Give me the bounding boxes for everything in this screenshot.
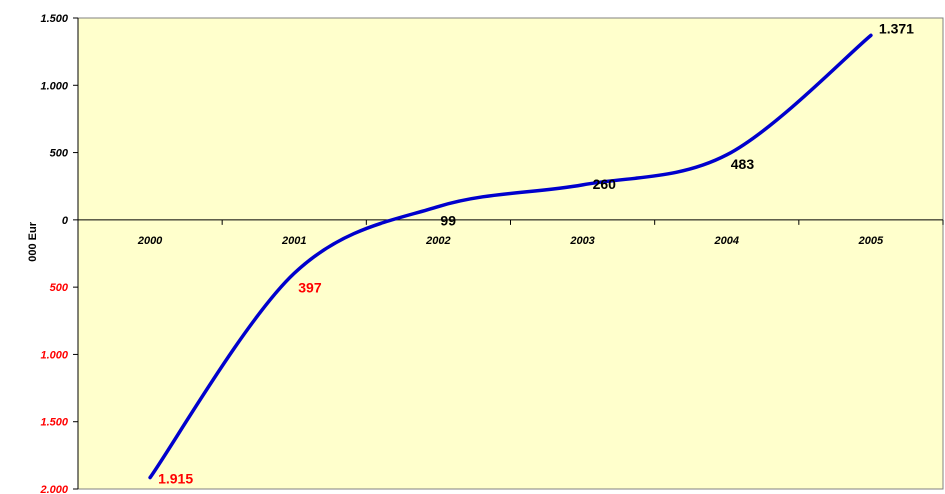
series-line	[148, 33, 873, 480]
y-tick-label: 1.000	[40, 349, 68, 361]
y-tick-label: 500	[50, 148, 69, 160]
data-label: 1.371	[879, 20, 914, 36]
data-label: 483	[731, 156, 755, 172]
y-tick-label: 500	[50, 282, 69, 294]
y-tick-label: 0	[62, 215, 69, 227]
y-tick-label: 1.500	[40, 417, 68, 429]
data-label: 1.915	[158, 471, 193, 487]
x-tick-label: 2004	[714, 235, 739, 247]
x-tick-label: 2002	[425, 235, 450, 247]
x-tick-label: 2003	[569, 235, 594, 247]
x-tick-label: 2005	[858, 235, 884, 247]
data-labels: 1.915 397 99 260 483 1.371	[158, 20, 914, 486]
y-tick-label: 2.000	[39, 484, 68, 494]
data-label: 99	[440, 213, 456, 229]
data-label: 260	[593, 176, 617, 192]
y-axis: 1.500 1.000 500 0 500 1.000 1.500 2.000	[39, 13, 79, 494]
x-tick-label: 2000	[137, 235, 163, 247]
y-axis-title: 000 Eur	[27, 221, 39, 261]
x-tick-label: 2001	[281, 235, 306, 247]
data-label: 397	[298, 279, 322, 295]
y-tick-label: 1.500	[40, 13, 68, 25]
plot-area	[77, 17, 944, 490]
x-axis: 2000 2001 2002 2003 2004 2005	[77, 219, 944, 247]
y-tick-label: 1.000	[40, 80, 68, 92]
